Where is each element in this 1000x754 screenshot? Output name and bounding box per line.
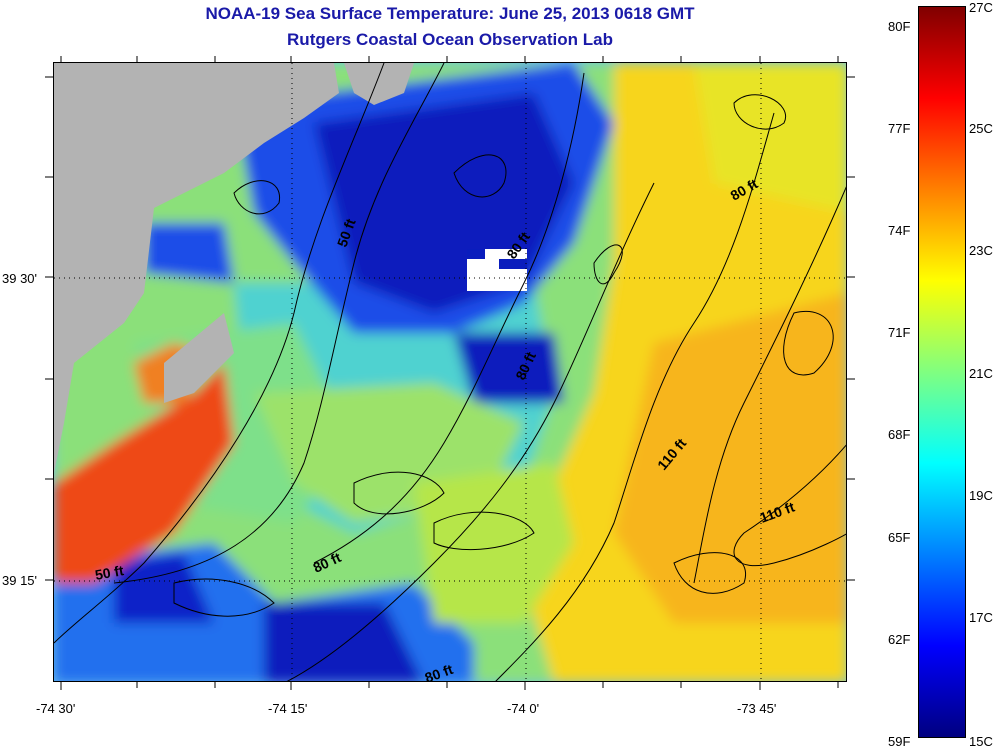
colorbar-f-label: 77F — [888, 121, 911, 136]
x-tick-label: -73 45' — [737, 701, 777, 716]
colorbar-c-label: 19C — [969, 488, 993, 503]
land-island — [344, 63, 414, 105]
colorbar — [918, 6, 966, 738]
chart-title: NOAA-19 Sea Surface Temperature: June 25… — [205, 4, 695, 23]
land-bay — [164, 313, 234, 403]
colorbar-c-label: 23C — [969, 243, 993, 258]
colorbar-c-label: 21C — [969, 366, 993, 381]
land-mass — [54, 63, 339, 473]
colorbar-f-label: 68F — [888, 427, 911, 442]
colorbar-f-label: 80F — [888, 19, 911, 34]
x-tick-label: -74 30' — [36, 701, 76, 716]
colorbar-f-label: 62F — [888, 632, 911, 647]
y-tick-label: 39 30' — [2, 271, 38, 286]
colorbar-f-label: 71F — [888, 325, 911, 340]
sst-map: 50 ft 80 ft 80 ft 80 ft 80 ft 50 ft 80 f… — [53, 62, 847, 682]
colorbar-f-label: 74F — [888, 223, 911, 238]
chart-subtitle: Rutgers Coastal Ocean Observation Lab — [287, 30, 613, 49]
grid-lines — [54, 63, 846, 681]
colorbar-f-label: 65F — [888, 530, 911, 545]
colorbar-f-label: 59F — [888, 734, 911, 749]
x-tick-label: -74 0' — [507, 701, 540, 716]
colorbar-c-label: 27C — [969, 0, 993, 15]
colorbar-c-label: 25C — [969, 121, 993, 136]
colorbar-c-label: 17C — [969, 610, 993, 625]
bathymetry-contours — [54, 63, 846, 681]
sst-map-svg: 50 ft 80 ft 80 ft 80 ft 80 ft 50 ft 80 f… — [54, 63, 846, 681]
contour-label: 50 ft — [94, 562, 125, 583]
colorbar-c-label: 15C — [969, 734, 993, 749]
y-tick-label: 39 15' — [2, 573, 38, 588]
x-tick-label: -74 15' — [268, 701, 308, 716]
